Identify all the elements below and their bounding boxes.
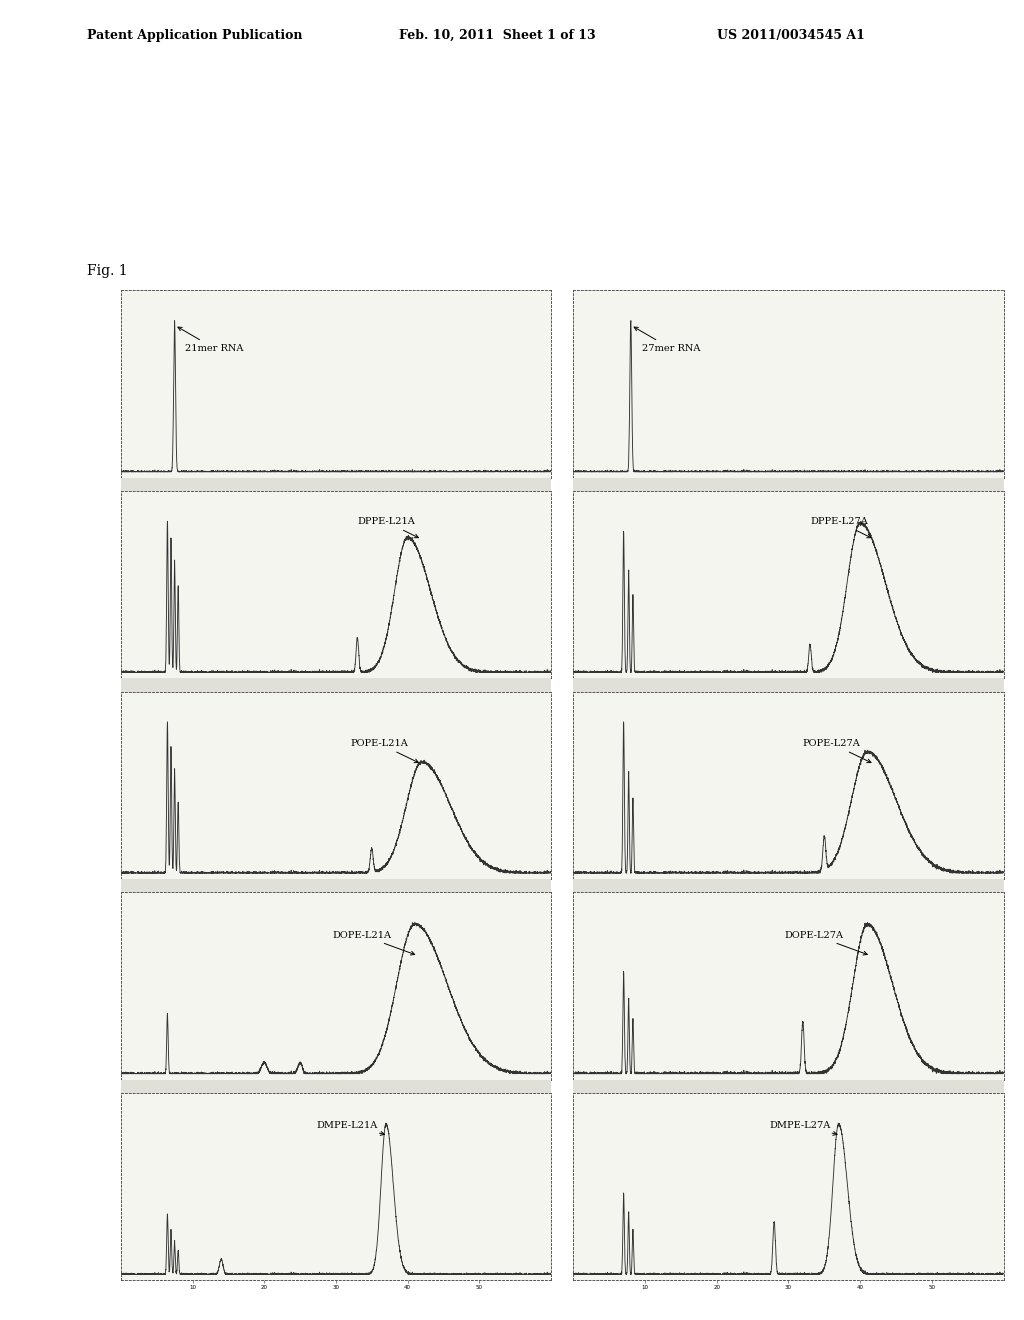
Text: US 2011/0034545 A1: US 2011/0034545 A1: [717, 29, 864, 42]
Text: DPPE-L27A: DPPE-L27A: [810, 517, 871, 537]
Text: POPE-L27A: POPE-L27A: [803, 739, 871, 763]
Text: Patent Application Publication: Patent Application Publication: [87, 29, 302, 42]
Text: DOPE-L27A: DOPE-L27A: [784, 931, 867, 954]
Text: DMPE-L21A: DMPE-L21A: [316, 1121, 384, 1135]
Text: POPE-L21A: POPE-L21A: [350, 739, 419, 763]
Text: DPPE-L21A: DPPE-L21A: [357, 517, 419, 537]
Text: 27mer RNA: 27mer RNA: [634, 327, 700, 352]
Text: DMPE-L27A: DMPE-L27A: [769, 1121, 837, 1135]
Text: DOPE-L21A: DOPE-L21A: [332, 931, 415, 954]
Text: Feb. 10, 2011  Sheet 1 of 13: Feb. 10, 2011 Sheet 1 of 13: [399, 29, 596, 42]
Text: 21mer RNA: 21mer RNA: [178, 327, 244, 352]
Text: Fig. 1: Fig. 1: [87, 264, 128, 279]
